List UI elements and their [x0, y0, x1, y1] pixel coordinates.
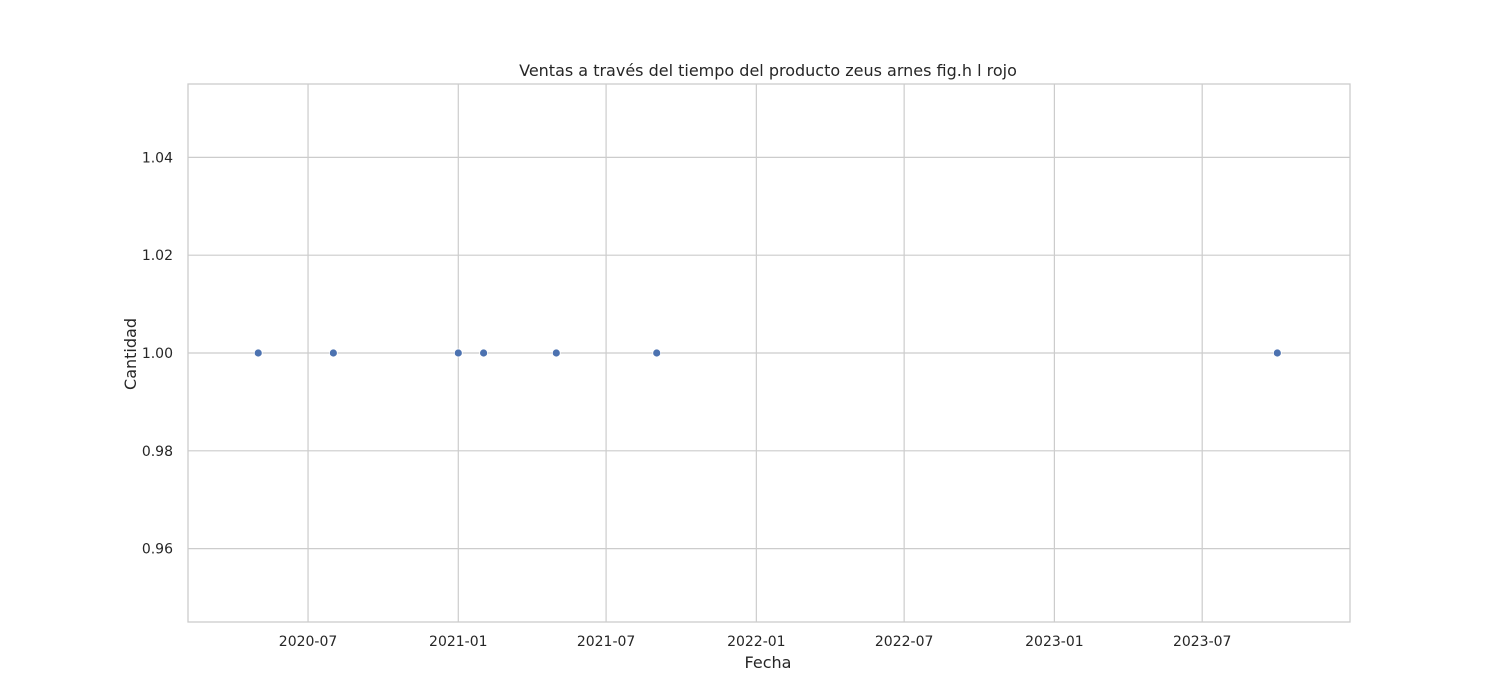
- x-tick-label: 2020-07: [279, 634, 338, 650]
- y-tick-labels: 0.96 0.98 1.00 1.02 1.04: [142, 150, 173, 557]
- data-point: [479, 348, 489, 358]
- data-point: [551, 348, 561, 358]
- x-tick-label: 2021-01: [429, 634, 488, 650]
- data-point: [652, 348, 662, 358]
- data-point: [328, 348, 338, 358]
- x-tick-labels: 2020-07 2021-01 2021-07 2022-01 2022-07 2023-…: [279, 634, 1232, 650]
- data-points: [253, 348, 1282, 358]
- chart-title: Ventas a través del tiempo del producto …: [519, 61, 1017, 80]
- x-tick-label: 2023-07: [1173, 634, 1232, 650]
- y-axis-title: Cantidad: [121, 318, 140, 390]
- y-tick-label: 0.98: [142, 444, 173, 460]
- y-tick-label: 1.00: [142, 346, 173, 362]
- y-tick-label: 1.02: [142, 248, 173, 264]
- x-tick-label: 2023-01: [1025, 634, 1084, 650]
- x-tick-label: 2021-07: [577, 634, 636, 650]
- plot-frame: [187, 83, 1351, 623]
- data-point: [253, 348, 263, 358]
- y-tick-label: 0.96: [142, 542, 173, 558]
- x-axis-title: Fecha: [745, 653, 792, 672]
- data-point: [453, 348, 463, 358]
- y-tick-label: 1.04: [142, 150, 173, 166]
- x-tick-label: 2022-01: [727, 634, 786, 650]
- x-tick-label: 2022-07: [875, 634, 934, 650]
- data-point: [1272, 348, 1282, 358]
- y-gridlines: [188, 156, 1350, 550]
